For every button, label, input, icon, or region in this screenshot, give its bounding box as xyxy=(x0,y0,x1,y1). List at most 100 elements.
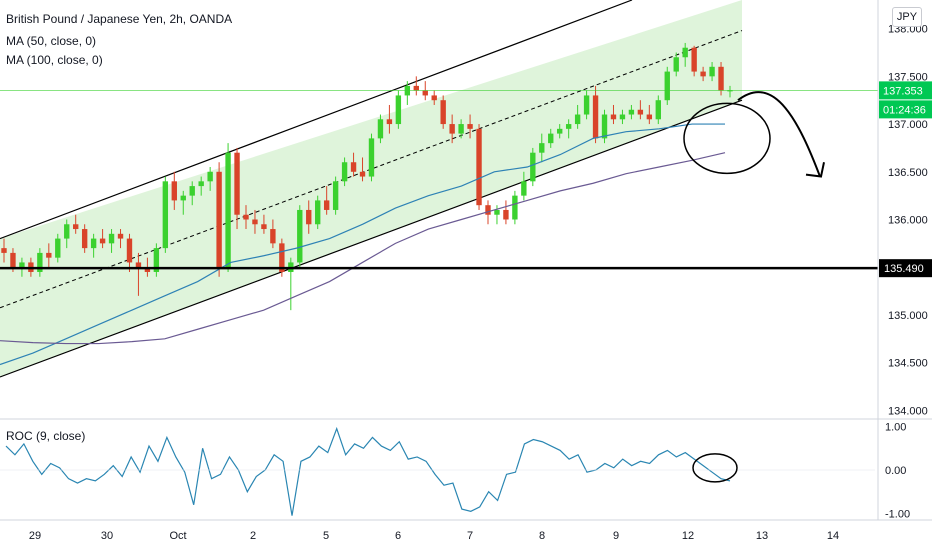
channel-upper-line[interactable] xyxy=(0,0,633,240)
candle-body xyxy=(171,181,177,201)
ma50-line xyxy=(0,123,725,366)
candle-body xyxy=(19,262,25,268)
ma100-legend[interactable]: MA (100, close, 0) xyxy=(6,53,103,67)
candle-body xyxy=(539,143,545,153)
candle-body xyxy=(673,57,679,72)
candle-body xyxy=(521,181,527,196)
bearish-arrow-head xyxy=(805,162,825,178)
channel-midline[interactable] xyxy=(0,30,743,309)
breakdown-circle-drawing[interactable] xyxy=(683,102,771,175)
candle-body xyxy=(297,209,303,263)
main-price-pane xyxy=(0,0,878,378)
candle-body xyxy=(485,205,491,215)
candle-body xyxy=(350,162,357,172)
candle-body xyxy=(440,100,446,125)
candle-body xyxy=(108,233,115,244)
roc-tick-label: -1.00 xyxy=(885,508,910,520)
price-tick-label: 137.500 xyxy=(888,71,928,83)
candle-body xyxy=(592,95,599,139)
candle-body xyxy=(189,186,195,196)
candle-body xyxy=(323,200,330,210)
candle-body xyxy=(261,224,267,230)
candle-body xyxy=(449,124,455,134)
candle-body xyxy=(341,162,348,182)
candle-body xyxy=(700,71,706,77)
candle-body xyxy=(709,66,715,77)
candle-body xyxy=(55,238,61,258)
candle-body xyxy=(270,229,276,244)
candle-body xyxy=(279,243,285,272)
candle-body xyxy=(664,71,670,101)
time-axis: 29 30 Oct 2 5 6 7 8 9 12 13 14 xyxy=(29,530,839,542)
candle-body xyxy=(99,238,106,244)
bearish-arrow-drawing[interactable] xyxy=(737,91,821,177)
time-tick-label: 9 xyxy=(613,530,619,542)
channel-fill xyxy=(0,0,742,377)
time-tick-label: 30 xyxy=(101,530,113,542)
price-tick-label: 136.000 xyxy=(888,214,928,226)
channel-lower-line[interactable] xyxy=(0,99,743,378)
candle-body xyxy=(548,133,554,144)
roc-legend[interactable]: ROC (9, close) xyxy=(6,429,86,443)
price-axis-tags: 137.353 01:24:36 135.490 xyxy=(879,81,932,278)
roc-tick-label: 1.00 xyxy=(885,422,906,434)
candle-body xyxy=(315,200,321,225)
candle-body xyxy=(530,152,536,182)
candle-body xyxy=(332,181,339,210)
candle-body xyxy=(243,214,249,220)
price-tick-label: 135.000 xyxy=(888,310,928,322)
candle-body xyxy=(198,181,204,187)
candle-body xyxy=(646,114,653,120)
time-tick-label: 6 xyxy=(395,530,401,542)
time-tick-label: 14 xyxy=(827,530,839,542)
candle-body xyxy=(377,119,384,139)
candle-body xyxy=(682,47,688,58)
candle-body xyxy=(144,267,151,272)
candlestick-series xyxy=(1,42,733,311)
time-tick-label: 13 xyxy=(756,530,768,542)
candle-body xyxy=(37,252,43,272)
candle-body xyxy=(1,248,7,253)
candle-body xyxy=(557,128,563,134)
candle-body xyxy=(637,109,644,115)
candle-body xyxy=(64,224,70,239)
candle-body xyxy=(180,195,186,201)
candle-body xyxy=(727,90,733,92)
price-tick-label: 134.500 xyxy=(888,358,928,370)
currency-button[interactable]: JPY xyxy=(892,7,922,27)
candle-body xyxy=(512,195,518,220)
candle-body xyxy=(306,209,312,225)
symbol-legend[interactable]: British Pound / Japanese Yen, 2h, OANDA xyxy=(6,12,233,26)
candle-body xyxy=(413,85,419,91)
candle-body xyxy=(359,171,366,177)
candle-body xyxy=(10,252,16,268)
roc-tick-label: 0.00 xyxy=(885,465,906,477)
candle-body xyxy=(718,66,724,91)
candle-body xyxy=(458,124,464,134)
candle-body xyxy=(126,238,133,263)
candle-body xyxy=(503,209,509,220)
roc-pane xyxy=(0,426,875,516)
support-price-tag xyxy=(879,259,932,278)
candle-body xyxy=(90,238,97,249)
candle-body xyxy=(368,138,375,177)
candle-body xyxy=(583,95,590,115)
candle-body xyxy=(467,124,473,129)
time-tick-label: 12 xyxy=(682,530,694,542)
price-tick-label: 137.000 xyxy=(888,119,928,131)
candle-body xyxy=(691,47,697,72)
candle-body xyxy=(422,90,428,96)
candle-body xyxy=(153,248,160,272)
candle-body xyxy=(431,95,437,101)
candle-body xyxy=(395,95,402,125)
roc-circle-drawing[interactable] xyxy=(692,453,738,483)
last-price-tag xyxy=(879,81,932,100)
time-tick-label: 8 xyxy=(539,530,545,542)
candle-body xyxy=(207,171,213,182)
candle-body xyxy=(565,124,572,129)
candle-body xyxy=(135,262,142,268)
candle-body xyxy=(619,114,626,120)
ma50-legend[interactable]: MA (50, close, 0) xyxy=(6,34,97,48)
candle-body xyxy=(476,128,482,206)
